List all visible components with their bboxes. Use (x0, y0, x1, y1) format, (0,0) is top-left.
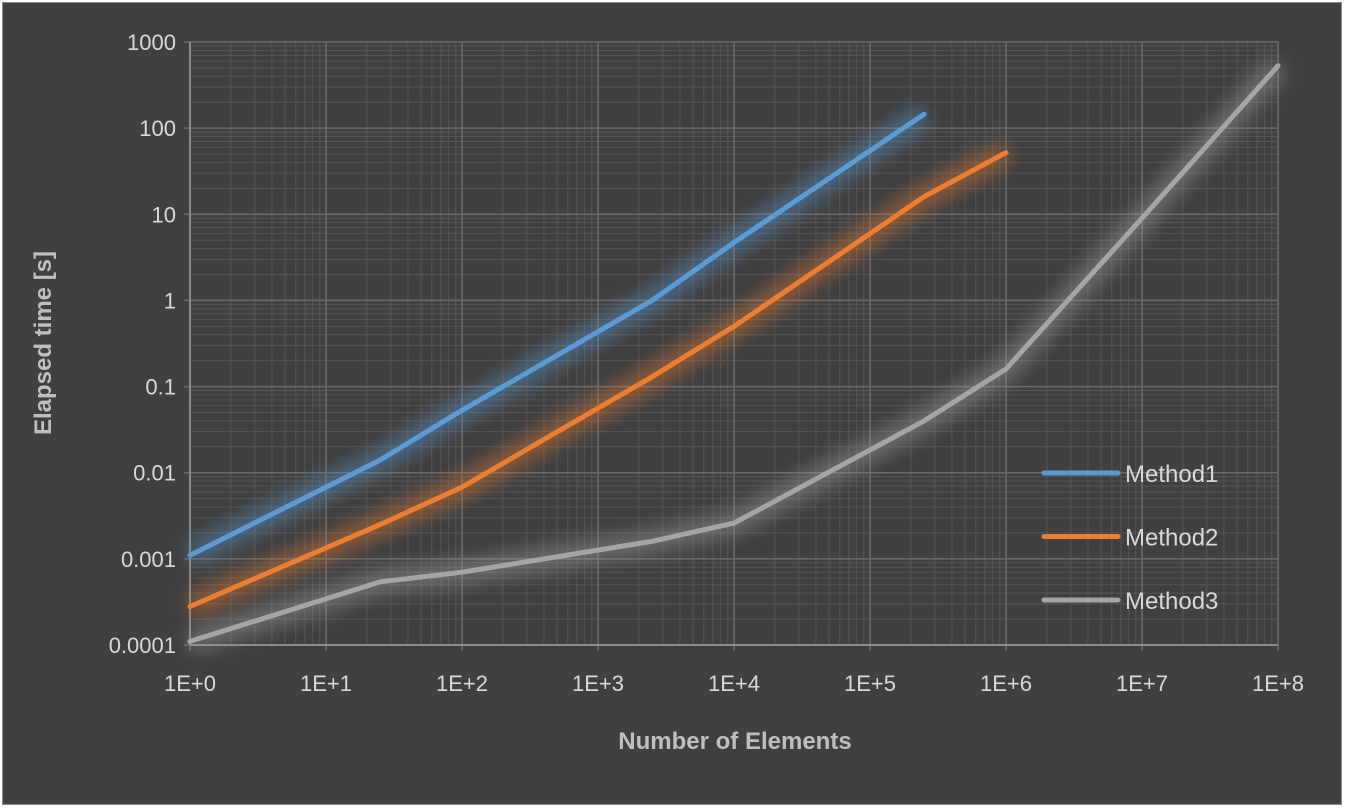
y-axis-ticks: 0.0001 0.001 0.01 0.1 1 10 100 1000 (109, 30, 176, 658)
y-tick-label: 100 (139, 116, 176, 141)
x-tick-label: 1E+1 (300, 671, 352, 696)
series-lines (187, 63, 1281, 644)
legend-label-method2: Method2 (1125, 525, 1218, 552)
series-line-method1 (187, 111, 927, 558)
x-tick-label: 1E+6 (980, 671, 1032, 696)
y-axis-title: Elapsed time [s] (30, 251, 57, 435)
x-tick-label: 1E+4 (708, 671, 760, 696)
x-tick-label: 1E+5 (844, 671, 896, 696)
y-tick-label: 0.01 (133, 461, 176, 486)
y-tick-label: 0.0001 (109, 633, 176, 658)
series-line-method2 (187, 150, 1009, 609)
x-axis-ticks: 1E+0 1E+1 1E+2 1E+3 1E+4 1E+5 1E+6 1E+7 1E+8 (164, 671, 1304, 696)
legend-label-method3: Method3 (1125, 588, 1218, 615)
x-axis-title: Number of Elements (618, 728, 851, 755)
x-tick-label: 1E+8 (1252, 671, 1304, 696)
y-tick-label: 0.1 (145, 375, 176, 400)
y-tick-label: 1000 (127, 30, 176, 55)
y-tick-label: 1 (164, 288, 176, 313)
legend: Method1 Method2 Method3 (1041, 461, 1218, 615)
series-line-method3 (187, 63, 1281, 644)
legend-label-method1: Method1 (1125, 461, 1218, 488)
x-tick-label: 1E+0 (164, 671, 216, 696)
y-tick-label: 10 (152, 202, 176, 227)
x-tick-label: 1E+2 (436, 671, 488, 696)
gridlines (184, 41, 1279, 651)
y-tick-label: 0.001 (121, 547, 176, 572)
x-tick-label: 1E+7 (1116, 671, 1168, 696)
x-tick-label: 1E+3 (572, 671, 624, 696)
